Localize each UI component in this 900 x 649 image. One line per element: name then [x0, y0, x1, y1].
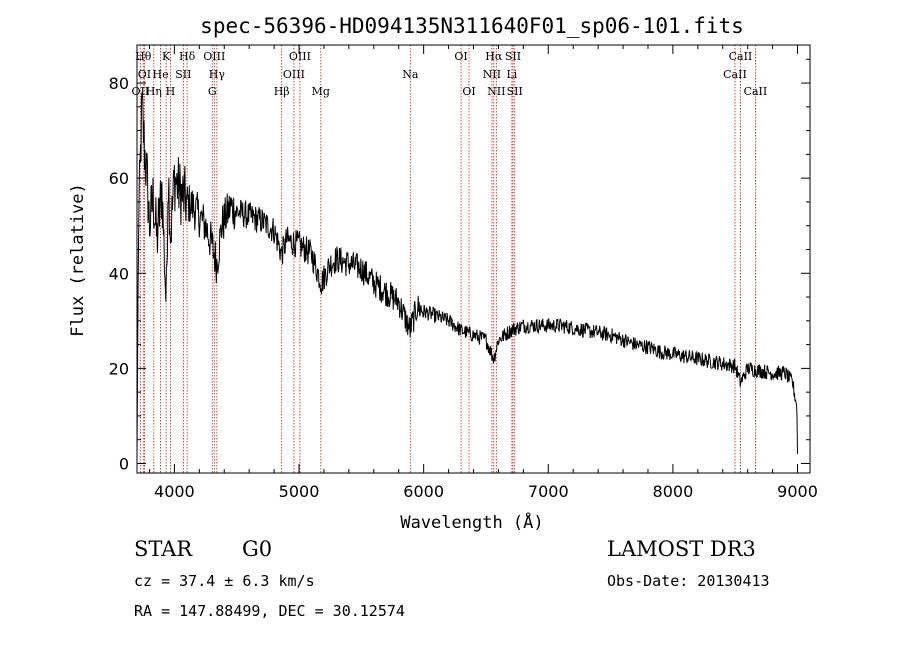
x-tick-label: 4000: [154, 482, 195, 501]
spectral-line-label: OI: [462, 85, 475, 98]
spectral-line-label: Hγ: [209, 68, 226, 81]
x-tick-label: 7000: [528, 482, 569, 501]
spectral-line-label: OIII: [203, 50, 225, 63]
spectral-line-label: Hθ: [135, 50, 152, 63]
y-tick-label: 40: [109, 264, 129, 283]
y-tick-label: 20: [109, 359, 129, 378]
spectral-line-label: Hβ: [274, 85, 290, 98]
spectral-line-label: Hα: [485, 50, 503, 63]
spectral-line-markers: [139, 45, 756, 473]
chart-title: spec-56396-HD094135N311640F01_sp06-101.f…: [200, 14, 744, 38]
spectral-line-labels: OII Hθ OI Hη He K H SII Hδ G OIII Hγ Hβ OIII OIII Mg Na O…: [132, 50, 768, 98]
spectral-line-label: Mg: [312, 85, 330, 98]
spectral-line-label: CaII: [744, 85, 768, 98]
x-tick-label: 6000: [403, 482, 444, 501]
spectral-line-label: SII: [505, 50, 521, 63]
spectral-line-label: Na: [402, 68, 419, 81]
spectral-line-label: H: [166, 85, 176, 98]
y-axis: 0 20 40 60 80: [109, 58, 810, 473]
x-tick-label: 8000: [653, 482, 694, 501]
spectral-line-label: SII: [175, 68, 191, 81]
survey-name: LAMOST DR3: [607, 537, 756, 561]
x-axis: 4000 5000 6000 7000 8000 9000: [148, 45, 818, 501]
plot-frame: [136, 44, 811, 474]
object-subclass: G0: [242, 537, 273, 561]
y-tick-label: 0: [119, 454, 129, 473]
spectrum-line: [136, 91, 798, 455]
spectral-line-label: OI: [138, 68, 151, 81]
spectral-line-label: NII: [487, 85, 505, 98]
x-axis-label: Wavelength (Å): [400, 511, 543, 533]
spectral-line-label: OIII: [289, 50, 311, 63]
x-tick-label: 5000: [279, 482, 320, 501]
y-tick-label: 80: [109, 74, 129, 93]
spectral-line-label: CaII: [723, 68, 747, 81]
spectral-line-label: Li: [506, 68, 517, 81]
spectral-line-label: OIII: [283, 68, 305, 81]
spectral-line-label: K: [162, 50, 171, 63]
spectral-line-label: He: [153, 68, 169, 81]
y-tick-label: 60: [109, 169, 129, 188]
redshift-readout: cz = 37.4 ± 6.3 km/s: [134, 572, 315, 590]
x-tick-label: 9000: [777, 482, 818, 501]
spectral-line-label: NII: [483, 68, 501, 81]
object-class: STAR: [134, 537, 193, 561]
spectral-line-label: OII: [132, 85, 150, 98]
spectral-line-label: Hδ: [179, 50, 196, 63]
sky-coordinates: RA = 147.88499, DEC = 30.12574: [134, 602, 405, 620]
spectral-line-label: OI: [454, 50, 467, 63]
y-axis-label: Flux (relative): [68, 183, 88, 337]
spectral-line-label: SII: [507, 85, 523, 98]
spectral-line-label: G: [208, 85, 217, 98]
spectral-line-label: CaII: [729, 50, 753, 63]
observation-date: Obs-Date: 20130413: [607, 572, 770, 590]
spectral-line-label: Hη: [146, 85, 162, 98]
